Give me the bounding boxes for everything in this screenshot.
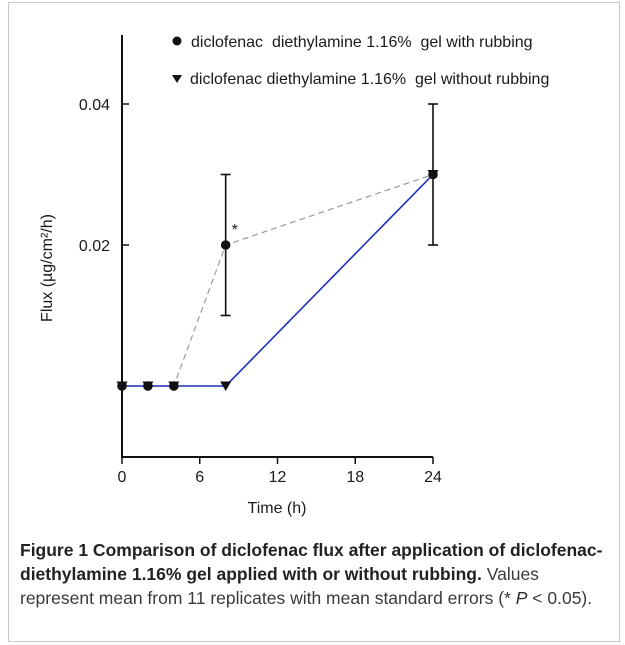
legend-marker-without-rubbing bbox=[172, 75, 182, 83]
caption-p-symbol: P bbox=[515, 588, 528, 608]
marker-triangle bbox=[116, 381, 128, 391]
caption-text-end: < 0.05). bbox=[527, 588, 593, 608]
flux-chart: 0.02 0.04 0 6 12 18 24 Time (h) Flux (µg/cm²/… bbox=[39, 34, 549, 517]
y-axis-title: Flux (µg/cm²/h) bbox=[39, 214, 56, 322]
marker-circle bbox=[220, 240, 231, 250]
marker-triangle bbox=[142, 381, 154, 391]
series-lines bbox=[122, 173, 434, 387]
x-tick-label: 0 bbox=[118, 469, 127, 486]
x-tick-label: 18 bbox=[346, 469, 364, 486]
x-tick-label: 24 bbox=[424, 469, 442, 486]
y-tick-label: 0.04 bbox=[79, 97, 110, 114]
x-tick-marks: 0 6 12 18 24 bbox=[118, 457, 442, 486]
y-tick-label: 0.02 bbox=[79, 238, 110, 255]
series-line-0 bbox=[122, 173, 434, 387]
marker-triangle bbox=[220, 381, 232, 391]
legend: diclofenac diethylamine 1.16% gel with r… bbox=[172, 34, 549, 88]
x-tick-label: 6 bbox=[195, 469, 204, 486]
legend-label-with-rubbing: diclofenac diethylamine 1.16% gel with r… bbox=[191, 34, 533, 51]
figure-frame bbox=[8, 2, 620, 642]
legend-label-without-rubbing: diclofenac diethylamine 1.16% gel withou… bbox=[190, 71, 549, 88]
significance-asterisk: * bbox=[232, 222, 238, 239]
caption-text: Values represent mean from 11 replicates… bbox=[20, 564, 539, 608]
figure-caption: Figure 1 Comparison of diclofenac flux a… bbox=[20, 538, 605, 610]
legend-marker-with-rubbing bbox=[172, 36, 182, 46]
x-tick-label: 12 bbox=[269, 469, 287, 486]
y-tick-marks: 0.02 0.04 bbox=[79, 97, 129, 255]
series-line-1 bbox=[122, 173, 434, 387]
data-markers bbox=[116, 169, 439, 391]
caption-title: Figure 1 Comparison of diclofenac flux a… bbox=[20, 540, 603, 584]
marker-triangle bbox=[168, 381, 180, 391]
marker-triangle bbox=[427, 170, 439, 180]
x-axis-title: Time (h) bbox=[248, 500, 307, 517]
